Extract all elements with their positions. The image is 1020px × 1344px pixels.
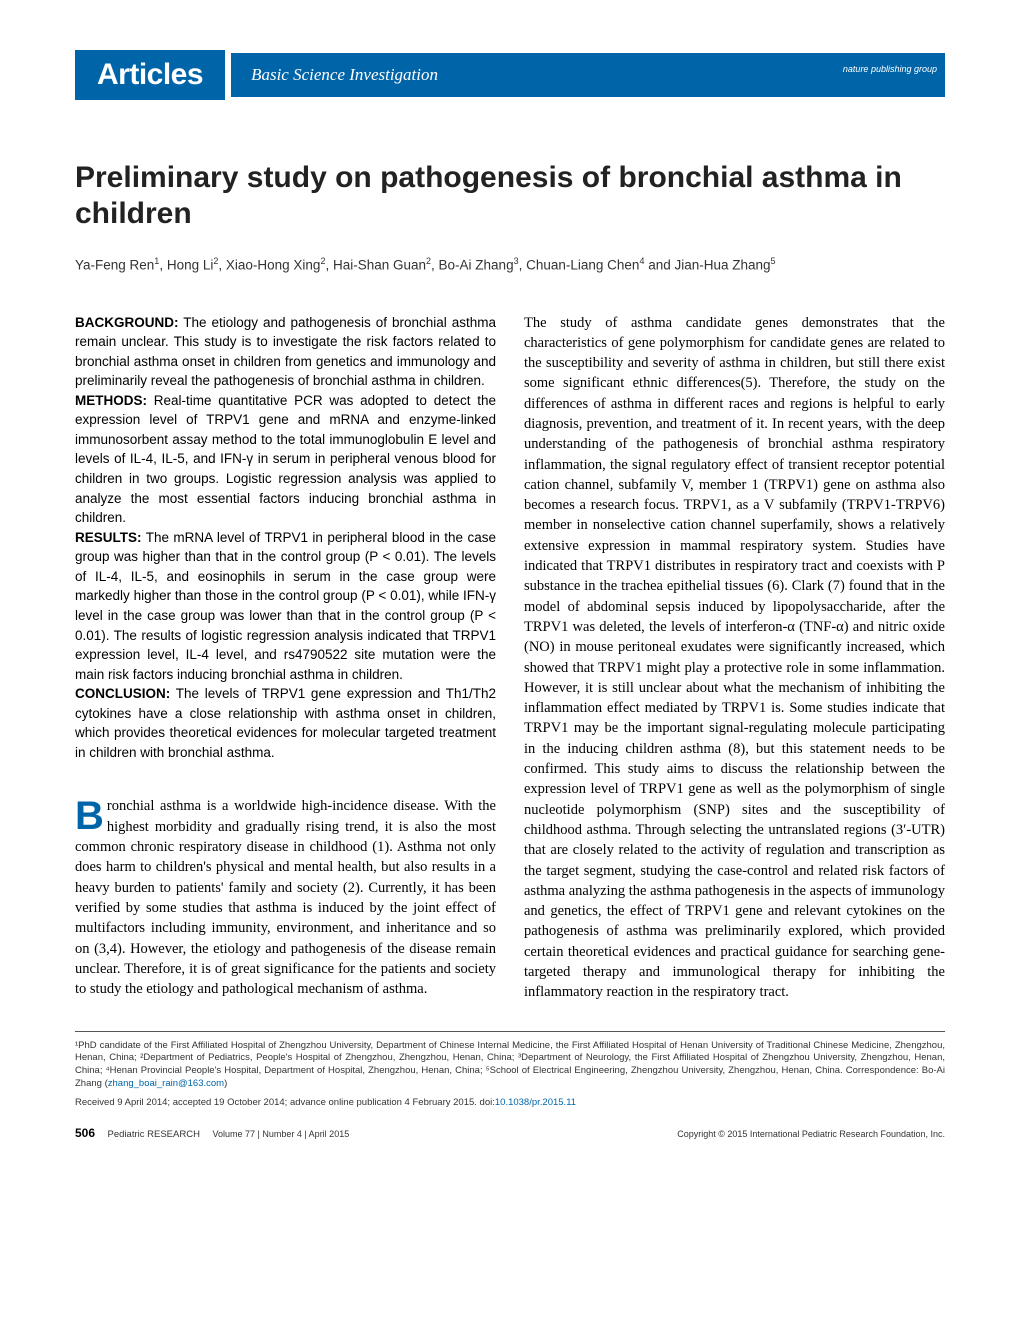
right-column: The study of asthma candidate genes demo… [524,313,945,1003]
background-label: BACKGROUND: [75,315,179,330]
methods-text: Real-time quantitative PCR was adopted t… [75,393,496,525]
abstract-block: BACKGROUND: The etiology and pathogenesi… [75,313,496,763]
doi-link[interactable]: 10.1038/pr.2015.11 [495,1097,576,1108]
received-text: Received 9 April 2014; accepted 19 Octob… [75,1097,495,1108]
affiliations-tail: ) [224,1078,227,1089]
footer-left: 506 Pediatric RESEARCH Volume 77 | Numbe… [75,1126,349,1140]
left-column: BACKGROUND: The etiology and pathogenesi… [75,313,496,1003]
results-text: The mRNA level of TRPV1 in peripheral bl… [75,530,496,682]
author-list: Ya-Feng Ren1, Hong Li2, Xiao-Hong Xing2,… [75,256,945,273]
issue-info: Volume 77 | Number 4 | April 2015 [212,1129,349,1139]
conclusion-label: CONCLUSION: [75,686,170,701]
page-footer: 506 Pediatric RESEARCH Volume 77 | Numbe… [75,1126,945,1140]
methods-label: METHODS: [75,393,147,408]
dropcap: B [75,796,107,833]
section-label: Articles [75,50,225,100]
journal-name: Pediatric RESEARCH [108,1129,200,1140]
affiliation-rule [75,1031,945,1032]
intro-text: ronchial asthma is a worldwide high-inci… [75,798,496,997]
right-column-text: The study of asthma candidate genes demo… [524,313,945,1003]
publisher-tag: nature publishing group [843,64,937,74]
subsection-label: Basic Science Investigation nature publi… [231,53,945,97]
correspondence-email-link[interactable]: zhang_boai_rain@163.com [108,1078,224,1089]
intro-paragraph: Bronchial asthma is a worldwide high-inc… [75,796,496,999]
two-column-body: BACKGROUND: The etiology and pathogenesi… [75,313,945,1003]
page-number: 506 [75,1126,95,1140]
copyright: Copyright © 2015 International Pediatric… [677,1129,945,1139]
affiliations: ¹PhD candidate of the First Affiliated H… [75,1040,945,1091]
article-title: Preliminary study on pathogenesis of bro… [75,160,945,232]
results-label: RESULTS: [75,530,142,545]
received-line: Received 9 April 2014; accepted 19 Octob… [75,1097,945,1108]
subsection-text: Basic Science Investigation [251,65,438,84]
header-band: Articles Basic Science Investigation nat… [75,50,945,100]
